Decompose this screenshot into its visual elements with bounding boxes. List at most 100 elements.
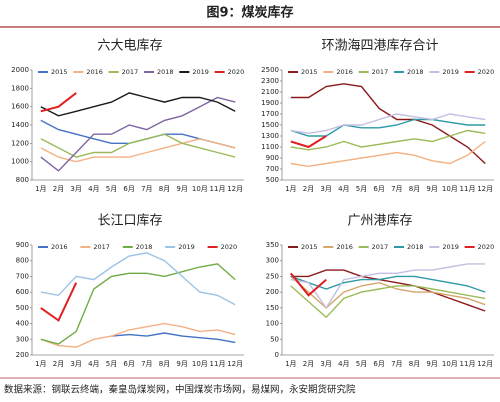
legend-label: 2016 — [336, 68, 353, 76]
y-tick-label: 1700 — [261, 110, 279, 118]
y-tick-label: 1100 — [261, 143, 279, 151]
series-line — [290, 275, 486, 309]
y-tick-label: 900 — [266, 154, 279, 162]
x-tick-label: 6月 — [373, 185, 384, 193]
x-tick-label: 4月 — [88, 360, 99, 368]
x-tick-label: 9月 — [426, 185, 437, 193]
y-tick-label: 2500 — [261, 66, 279, 74]
series-line — [40, 138, 236, 163]
series-line — [290, 113, 486, 135]
y-tick-label: 300 — [266, 257, 279, 265]
x-tick-label: 5月 — [106, 360, 117, 368]
x-tick-label: 1月 — [285, 185, 296, 193]
x-tick-label: 10月 — [442, 360, 458, 368]
x-tick-label: 3月 — [320, 185, 331, 193]
y-tick-label: 600 — [16, 288, 29, 296]
y-tick-label: 500 — [16, 304, 29, 312]
x-tick-label: 11月 — [460, 185, 476, 193]
y-tick-label: 200 — [266, 288, 279, 296]
series-line — [40, 92, 77, 113]
x-tick-label: 4月 — [88, 185, 99, 193]
legend-label: 2019 — [192, 68, 209, 76]
series-line — [290, 269, 486, 312]
series-line — [40, 263, 236, 345]
legend-label: 2016 — [336, 243, 353, 251]
series-line — [40, 96, 236, 172]
panel-title: 广州港库存 — [347, 213, 412, 229]
page-title: 图9：煤炭库存 — [206, 5, 293, 21]
y-tick-label: 500 — [266, 176, 279, 184]
x-tick-label: 12月 — [227, 185, 243, 193]
x-tick-label: 11月 — [210, 185, 226, 193]
series-line — [290, 140, 486, 168]
panel-title: 长江口库存 — [97, 213, 162, 229]
series-line — [40, 92, 236, 117]
legend-label: 2017 — [372, 68, 389, 76]
legend-label: 2017 — [122, 68, 139, 76]
legend-label: 2018 — [407, 68, 424, 76]
series-line — [40, 119, 236, 149]
y-tick-label: 800 — [16, 176, 29, 184]
x-tick-label: 2月 — [53, 185, 64, 193]
legend-label: 2015 — [51, 68, 68, 76]
legend-label: 2019 — [178, 243, 195, 251]
y-tick-label: 100 — [266, 320, 279, 328]
y-tick-label: 250 — [266, 272, 279, 280]
y-tick-label: 150 — [266, 304, 279, 312]
x-tick-label: 1月 — [285, 360, 296, 368]
y-tick-label: 1500 — [261, 121, 279, 129]
legend-label: 2017 — [372, 243, 389, 251]
x-tick-label: 10月 — [192, 185, 208, 193]
x-tick-label: 12月 — [227, 360, 243, 368]
x-tick-label: 8月 — [159, 360, 170, 368]
y-tick-label: 1900 — [261, 99, 279, 107]
x-tick-label: 6月 — [123, 185, 134, 193]
y-tick-label: 900 — [16, 241, 29, 249]
legend-label: 2019 — [442, 68, 459, 76]
x-tick-label: 3月 — [70, 360, 81, 368]
x-tick-label: 5月 — [356, 185, 367, 193]
x-tick-label: 9月 — [176, 360, 187, 368]
x-tick-label: 1月 — [35, 185, 46, 193]
x-tick-label: 10月 — [442, 185, 458, 193]
panel-title: 六大电库存 — [97, 38, 162, 54]
series-line — [290, 263, 486, 310]
legend-label: 2020 — [228, 68, 245, 76]
x-tick-label: 9月 — [426, 360, 437, 368]
legend-label: 2019 — [442, 243, 459, 251]
legend-label: 2020 — [221, 243, 238, 251]
series-line — [290, 83, 486, 165]
legend-label: 2017 — [93, 243, 110, 251]
y-tick-label: 200 — [16, 351, 29, 359]
source-note: 数据来源：钢联云终端，秦皇岛煤炭网，中国煤炭市场网，易煤网，永安期货研究院 — [4, 384, 356, 396]
y-tick-label: 1400 — [11, 121, 29, 129]
y-tick-label: 50 — [270, 335, 279, 343]
series-line — [40, 252, 236, 306]
series-line — [290, 135, 327, 149]
y-tick-label: 800 — [16, 257, 29, 265]
x-tick-label: 11月 — [460, 360, 476, 368]
y-tick-label: 700 — [16, 272, 29, 280]
x-tick-label: 9月 — [176, 185, 187, 193]
y-tick-label: 1000 — [11, 158, 29, 166]
y-tick-label: 1300 — [261, 132, 279, 140]
series-line — [290, 275, 486, 293]
series-line — [290, 129, 486, 151]
x-tick-label: 5月 — [106, 185, 117, 193]
x-tick-label: 12月 — [477, 185, 493, 193]
legend-label: 2015 — [301, 68, 318, 76]
series-line — [40, 282, 78, 322]
legend-label: 2018 — [157, 68, 174, 76]
x-tick-label: 7月 — [391, 360, 402, 368]
y-tick-label: 350 — [266, 241, 279, 249]
legend-label: 2018 — [136, 243, 153, 251]
x-tick-label: 4月 — [338, 360, 349, 368]
x-tick-label: 7月 — [141, 360, 152, 368]
legend-label: 2016 — [86, 68, 103, 76]
x-tick-label: 6月 — [123, 360, 134, 368]
y-tick-label: 1200 — [11, 139, 29, 147]
legend-label: 2016 — [51, 243, 68, 251]
y-tick-label: 0 — [275, 351, 279, 359]
x-tick-label: 2月 — [303, 185, 314, 193]
